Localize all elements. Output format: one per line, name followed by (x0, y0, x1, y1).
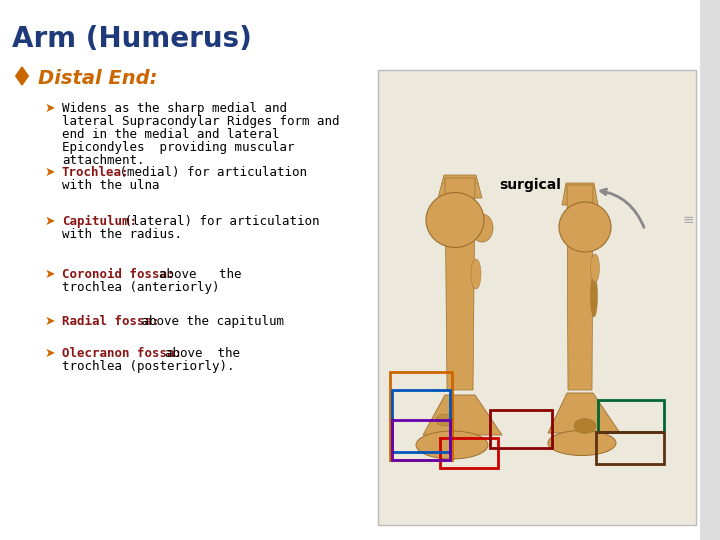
Text: (lateral) for articulation: (lateral) for articulation (117, 215, 320, 228)
Text: above   the: above the (145, 268, 242, 281)
Ellipse shape (471, 259, 481, 289)
Text: Coronoid fossa:: Coronoid fossa: (62, 268, 174, 281)
Text: Widens as the sharp medial and: Widens as the sharp medial and (62, 102, 287, 115)
Text: with the ulna: with the ulna (62, 179, 160, 192)
Text: above the capitulum: above the capitulum (133, 315, 284, 328)
Text: Trochlea:: Trochlea: (62, 166, 130, 179)
Text: above  the: above the (150, 347, 240, 360)
FancyBboxPatch shape (378, 70, 696, 525)
Text: Arm (Humerus): Arm (Humerus) (12, 25, 252, 53)
Text: trochlea (anteriorly): trochlea (anteriorly) (62, 281, 220, 294)
Text: ➤: ➤ (45, 102, 55, 115)
Text: attachment.: attachment. (62, 154, 145, 167)
Polygon shape (438, 175, 482, 198)
Ellipse shape (426, 192, 484, 247)
Text: end in the medial and lateral: end in the medial and lateral (62, 128, 279, 141)
Polygon shape (423, 395, 502, 435)
Ellipse shape (574, 418, 596, 434)
Text: Olecranon fossa:: Olecranon fossa: (62, 347, 182, 360)
Text: lateral Supracondylar Ridges form and: lateral Supracondylar Ridges form and (62, 115, 340, 128)
Ellipse shape (590, 275, 598, 317)
Text: ➤: ➤ (45, 347, 55, 360)
Polygon shape (16, 67, 28, 85)
Ellipse shape (416, 431, 488, 459)
Ellipse shape (559, 202, 611, 252)
FancyBboxPatch shape (700, 0, 720, 540)
Text: Capitulum:: Capitulum: (62, 215, 137, 228)
Text: Radial fossa:: Radial fossa: (62, 315, 160, 328)
Polygon shape (548, 393, 620, 433)
Text: ≡: ≡ (682, 213, 694, 227)
Text: trochlea (posteriorly).: trochlea (posteriorly). (62, 360, 235, 373)
Text: ➤: ➤ (45, 166, 55, 179)
Text: surgical: surgical (499, 178, 561, 192)
Polygon shape (567, 185, 593, 390)
Polygon shape (445, 178, 475, 390)
Ellipse shape (471, 214, 493, 242)
Text: ➤: ➤ (45, 268, 55, 281)
Text: with the radius.: with the radius. (62, 228, 182, 241)
Polygon shape (562, 183, 598, 205)
Text: Distal End:: Distal End: (38, 69, 158, 88)
Ellipse shape (590, 254, 600, 282)
Ellipse shape (548, 430, 616, 456)
Ellipse shape (436, 414, 454, 426)
Text: ➤: ➤ (45, 215, 55, 228)
Text: Epicondyles  providing muscular: Epicondyles providing muscular (62, 141, 294, 154)
Text: (medial) for articulation: (medial) for articulation (112, 166, 307, 179)
Text: ➤: ➤ (45, 315, 55, 328)
